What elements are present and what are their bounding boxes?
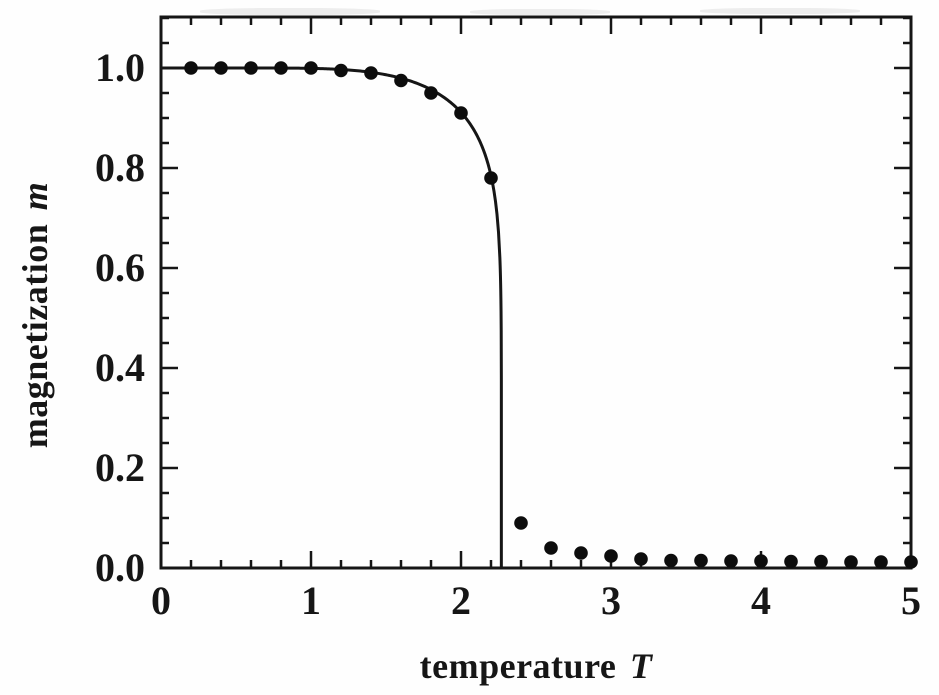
x-axis-title: temperature T [420, 645, 653, 687]
data-point [304, 61, 318, 75]
tick-labels: 0 1 2 3 4 5 0.0 0.2 0.4 0.6 0.8 1.0 [95, 45, 921, 623]
y-axis-title-symbol: m [15, 181, 55, 211]
data-point [574, 546, 588, 560]
data-point [244, 61, 258, 75]
x-tick-label: 5 [901, 578, 921, 623]
x-tick-label: 2 [451, 578, 471, 623]
y-tick-label: 0.0 [95, 545, 145, 590]
y-tick-label: 1.0 [95, 45, 145, 90]
data-point [214, 61, 228, 75]
data-point [544, 541, 558, 555]
y-tick-label: 0.6 [95, 245, 145, 290]
data-point [454, 106, 468, 120]
x-axis-title-text: temperature [419, 646, 617, 686]
x-tick-label: 4 [751, 578, 771, 623]
data-point [874, 555, 888, 569]
data-point [904, 555, 918, 569]
data-point [604, 549, 618, 563]
data-point [814, 554, 828, 569]
plot-border [159, 15, 913, 570]
plot-frame [159, 15, 913, 570]
y-tick-label: 0.4 [95, 345, 145, 390]
data-point [784, 554, 798, 569]
data-point [844, 555, 858, 569]
onsager-exact-solution [161, 66, 911, 570]
y-tick-label: 0.8 [95, 145, 145, 190]
data-point [334, 63, 348, 78]
data-point [424, 86, 438, 100]
data-point [634, 552, 648, 566]
x-axis-title-symbol: T [629, 646, 653, 686]
y-tick-label: 0.2 [95, 445, 145, 490]
data-point [484, 171, 498, 185]
x-tick-label: 0 [151, 578, 171, 623]
data-point [364, 66, 378, 80]
y-axis-title: magnetization m [14, 182, 56, 448]
x-tick-label: 1 [301, 578, 321, 623]
data-point [514, 516, 528, 530]
data-point [724, 554, 738, 568]
data-point [754, 554, 768, 568]
x-tick-label: 3 [601, 578, 621, 623]
data-point [664, 553, 678, 568]
data-point [274, 61, 288, 75]
data-point [184, 61, 198, 75]
axis-ticks [161, 16, 911, 568]
exact-solution-curve [161, 66, 911, 570]
data-point [394, 73, 408, 88]
data-points [184, 61, 918, 569]
y-axis-title-text: magnetization [15, 223, 55, 449]
data-point [694, 553, 708, 568]
